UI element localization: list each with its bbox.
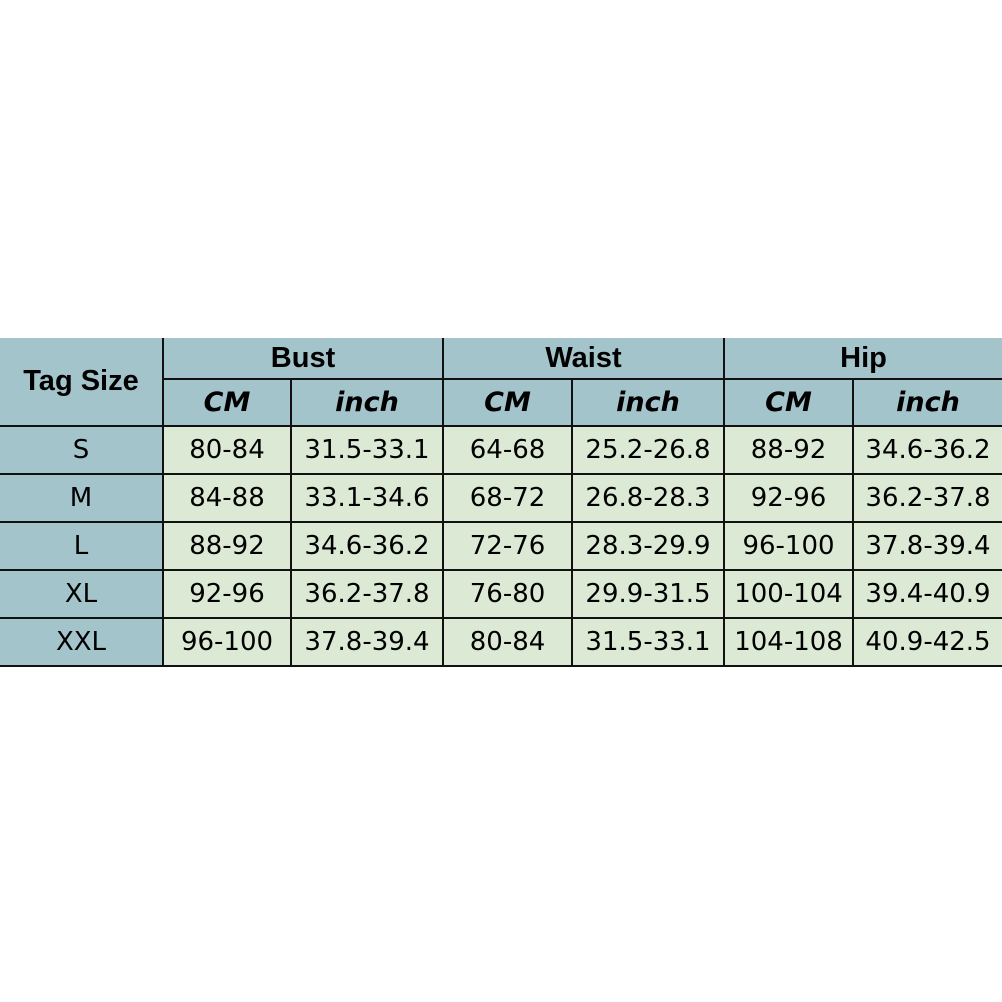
size-label: XL xyxy=(0,569,164,619)
measurement-cell: 72-76 xyxy=(442,521,574,571)
measurement-cell: 92-96 xyxy=(723,473,855,523)
tag-size-header: Tag Size xyxy=(0,338,164,427)
table-row: L 88-92 34.6-36.2 72-76 28.3-29.9 96-100 37.8-… xyxy=(0,521,1002,571)
measurement-cell: 80-84 xyxy=(162,425,292,475)
measurement-cell: 31.5-33.1 xyxy=(571,617,726,667)
measurement-cell: 96-100 xyxy=(162,617,292,667)
measurement-cell: 104-108 xyxy=(723,617,855,667)
measurement-cell: 84-88 xyxy=(162,473,292,523)
table-row: M 84-88 33.1-34.6 68-72 26.8-28.3 92-96 36.2-3… xyxy=(0,473,1002,523)
measurement-cell: 80-84 xyxy=(442,617,574,667)
measurement-cell: 36.2-37.8 xyxy=(852,473,1002,523)
bust-header: Bust xyxy=(161,338,445,380)
unit-header: inch xyxy=(852,378,1002,427)
measurement-cell: 33.1-34.6 xyxy=(289,473,445,523)
measurement-cell: 31.5-33.1 xyxy=(289,425,445,475)
table-row: XXL 96-100 37.8-39.4 80-84 31.5-33.1 104-108 4… xyxy=(0,617,1002,667)
measurement-cell: 36.2-37.8 xyxy=(289,569,445,619)
unit-header: CM xyxy=(163,378,292,427)
unit-header: CM xyxy=(723,378,855,427)
unit-header: CM xyxy=(442,378,574,427)
measurement-cell: 88-92 xyxy=(723,425,855,475)
hip-header: Hip xyxy=(723,338,1002,380)
measurement-cell: 96-100 xyxy=(723,521,855,571)
size-label: L xyxy=(0,521,164,571)
header-row-groups: Tag Size Bust Waist Hip xyxy=(0,338,1002,427)
header-row-units: CM inch CM inch CM inch xyxy=(0,378,1002,427)
size-label: XXL xyxy=(0,617,164,667)
table-row: S 80-84 31.5-33.1 64-68 25.2-26.8 88-92 34.6-3… xyxy=(0,425,1002,475)
measurement-cell: 64-68 xyxy=(442,425,574,475)
waist-header: Waist xyxy=(442,338,726,380)
size-label: S xyxy=(0,425,164,475)
measurement-cell: 100-104 xyxy=(723,569,855,619)
table-row: XL 92-96 36.2-37.8 76-80 29.9-31.5 100-104 39.… xyxy=(0,569,1002,619)
measurement-cell: 76-80 xyxy=(442,569,574,619)
measurement-cell: 37.8-39.4 xyxy=(852,521,1002,571)
measurement-cell: 39.4-40.9 xyxy=(852,569,1002,619)
size-label: M xyxy=(0,473,164,523)
measurement-cell: 26.8-28.3 xyxy=(571,473,726,523)
size-chart-table: Tag Size Bust Waist Hip CM inch CM inch … xyxy=(0,338,1002,667)
measurement-cell: 28.3-29.9 xyxy=(571,521,726,571)
measurement-cell: 68-72 xyxy=(442,473,574,523)
measurement-cell: 25.2-26.8 xyxy=(571,425,726,475)
measurement-cell: 37.8-39.4 xyxy=(289,617,445,667)
unit-header: inch xyxy=(289,378,445,427)
unit-header: inch xyxy=(571,378,726,427)
measurement-cell: 40.9-42.5 xyxy=(852,617,1002,667)
measurement-cell: 88-92 xyxy=(162,521,292,571)
measurement-cell: 34.6-36.2 xyxy=(289,521,445,571)
measurement-cell: 92-96 xyxy=(162,569,292,619)
measurement-cell: 29.9-31.5 xyxy=(571,569,726,619)
measurement-cell: 34.6-36.2 xyxy=(852,425,1002,475)
